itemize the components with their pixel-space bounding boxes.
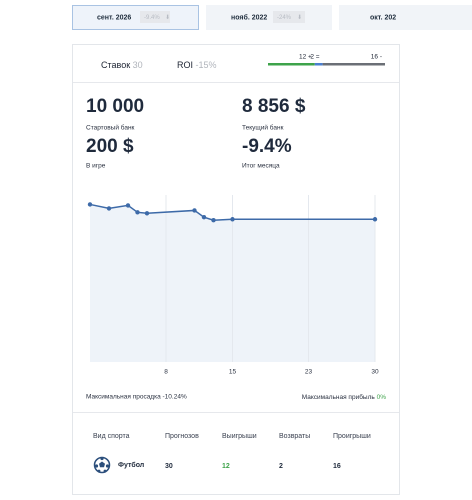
stat-value: 200 $ bbox=[86, 136, 134, 157]
stat-label: В игре bbox=[86, 163, 106, 170]
roi: ROI -15% bbox=[177, 60, 217, 70]
roi-label: ROI bbox=[177, 60, 193, 70]
stat-value: 10 000 bbox=[86, 96, 144, 117]
table-cell: Футбол bbox=[118, 461, 144, 469]
progress-segment bbox=[322, 63, 385, 66]
tab-roi: -9.4% bbox=[144, 15, 160, 21]
table-header: Проигрыши bbox=[333, 433, 371, 440]
x-tick-label: 30 bbox=[371, 369, 379, 376]
table-cell: 30 bbox=[165, 463, 173, 470]
stat-label: Текущий банк bbox=[242, 124, 284, 132]
drawdown: Максимальная просадка -10.24% bbox=[86, 394, 187, 401]
table-cell: 12 bbox=[222, 463, 230, 470]
point bbox=[372, 217, 378, 222]
tab-month: сент. 2026 bbox=[97, 14, 131, 21]
point bbox=[192, 208, 197, 213]
point bbox=[230, 217, 235, 222]
progress-label: 16 - bbox=[371, 54, 382, 61]
tab-roi: -24% bbox=[277, 15, 292, 21]
point bbox=[87, 202, 93, 207]
progress-segment bbox=[268, 63, 315, 66]
point bbox=[106, 206, 112, 211]
table-cell: 16 bbox=[333, 463, 341, 470]
icon-down: ⬇ bbox=[297, 14, 302, 21]
point bbox=[201, 215, 207, 220]
tab[interactable] bbox=[72, 5, 199, 30]
x-tick-label: 15 bbox=[229, 369, 237, 376]
stat-label: Итог месяца bbox=[242, 163, 280, 170]
bets-label: Ставок bbox=[101, 60, 130, 70]
roi-value: -15% bbox=[196, 60, 217, 70]
profit-label: Максимальная прибыль bbox=[302, 393, 376, 401]
tab[interactable] bbox=[339, 5, 472, 30]
badge bbox=[273, 11, 305, 23]
icon-down: ⬇ bbox=[165, 14, 170, 21]
profit-value: 0% bbox=[377, 394, 387, 401]
tab-month: окт. 202 bbox=[370, 14, 396, 21]
table-header: Выигрыши bbox=[222, 433, 257, 440]
table-header: Возвраты bbox=[279, 433, 310, 440]
x-tick-label: 23 bbox=[305, 369, 313, 376]
table-header: Вид спорта bbox=[93, 433, 130, 440]
table-cell: 2 bbox=[279, 463, 283, 470]
stat-value: 8 856 $ bbox=[242, 96, 306, 117]
profit: Максимальная прибыль 0% bbox=[302, 393, 386, 401]
tab-month: нояб. 2022 bbox=[231, 13, 267, 21]
progress-label: 2 = bbox=[310, 54, 319, 61]
football-icon bbox=[93, 456, 111, 474]
progress-segment bbox=[314, 63, 323, 66]
point bbox=[211, 218, 216, 223]
chart: 8 15 23 30 bbox=[87, 195, 379, 376]
bets-value: 30 bbox=[133, 60, 143, 70]
point bbox=[144, 211, 150, 216]
stat-value: -9.4% bbox=[242, 136, 292, 157]
stat-label: Стартовый банк bbox=[86, 124, 135, 132]
x-tick-label: 8 bbox=[164, 369, 168, 376]
bets: Ставок 30 bbox=[101, 60, 143, 70]
badge bbox=[140, 11, 170, 23]
line bbox=[89, 203, 375, 221]
tab[interactable] bbox=[206, 5, 332, 30]
table-header: Прогнозов bbox=[165, 433, 199, 440]
point bbox=[125, 203, 131, 208]
point bbox=[135, 210, 140, 215]
progress-label: 12 + bbox=[299, 54, 312, 61]
